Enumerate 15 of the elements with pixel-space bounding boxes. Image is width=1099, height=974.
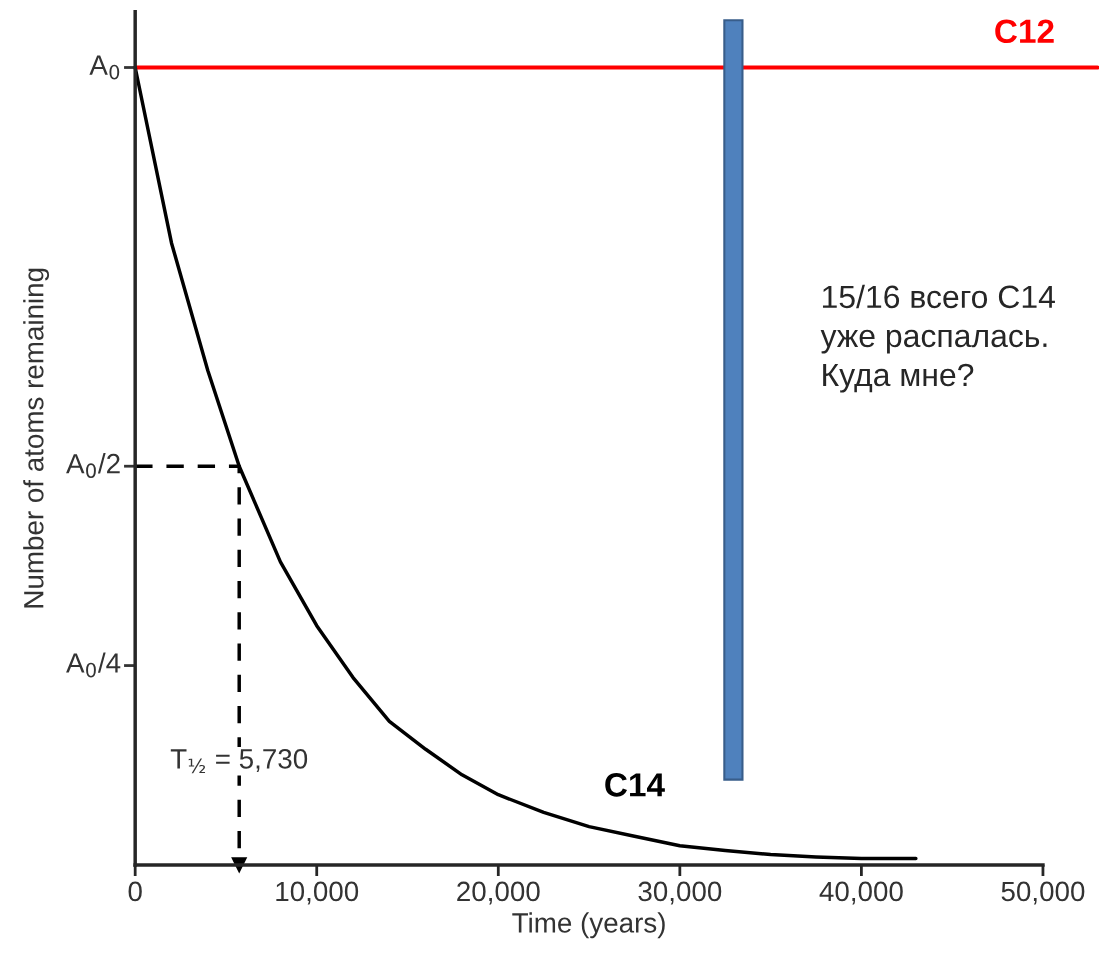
x-axis-title: Time (years) <box>512 912 665 939</box>
annotation: T$_{½}$ = 5,730 <box>170 748 308 774</box>
x-tick-label: 30,000 <box>638 881 722 905</box>
text: A$_{0}$/4 <box>66 652 121 678</box>
y-axis-title: Number of atoms remaining <box>23 268 50 608</box>
x-tick-label: 40,000 <box>819 881 903 905</box>
x-tick-label: 50,000 <box>1001 881 1085 905</box>
text: A$_{0}$/2 <box>66 453 120 479</box>
ref-line-label: C12 <box>995 19 1054 44</box>
series-label: C14 <box>605 773 665 797</box>
text: A$_{0}$ <box>89 55 120 80</box>
x-tick-label: 10,000 <box>276 881 359 905</box>
annotation: 15/16 всего С14 уже распалась. Куда мне? <box>820 284 1055 393</box>
x-tick-label: 0 <box>128 881 142 902</box>
x-tick-label: 20,000 <box>457 881 540 905</box>
